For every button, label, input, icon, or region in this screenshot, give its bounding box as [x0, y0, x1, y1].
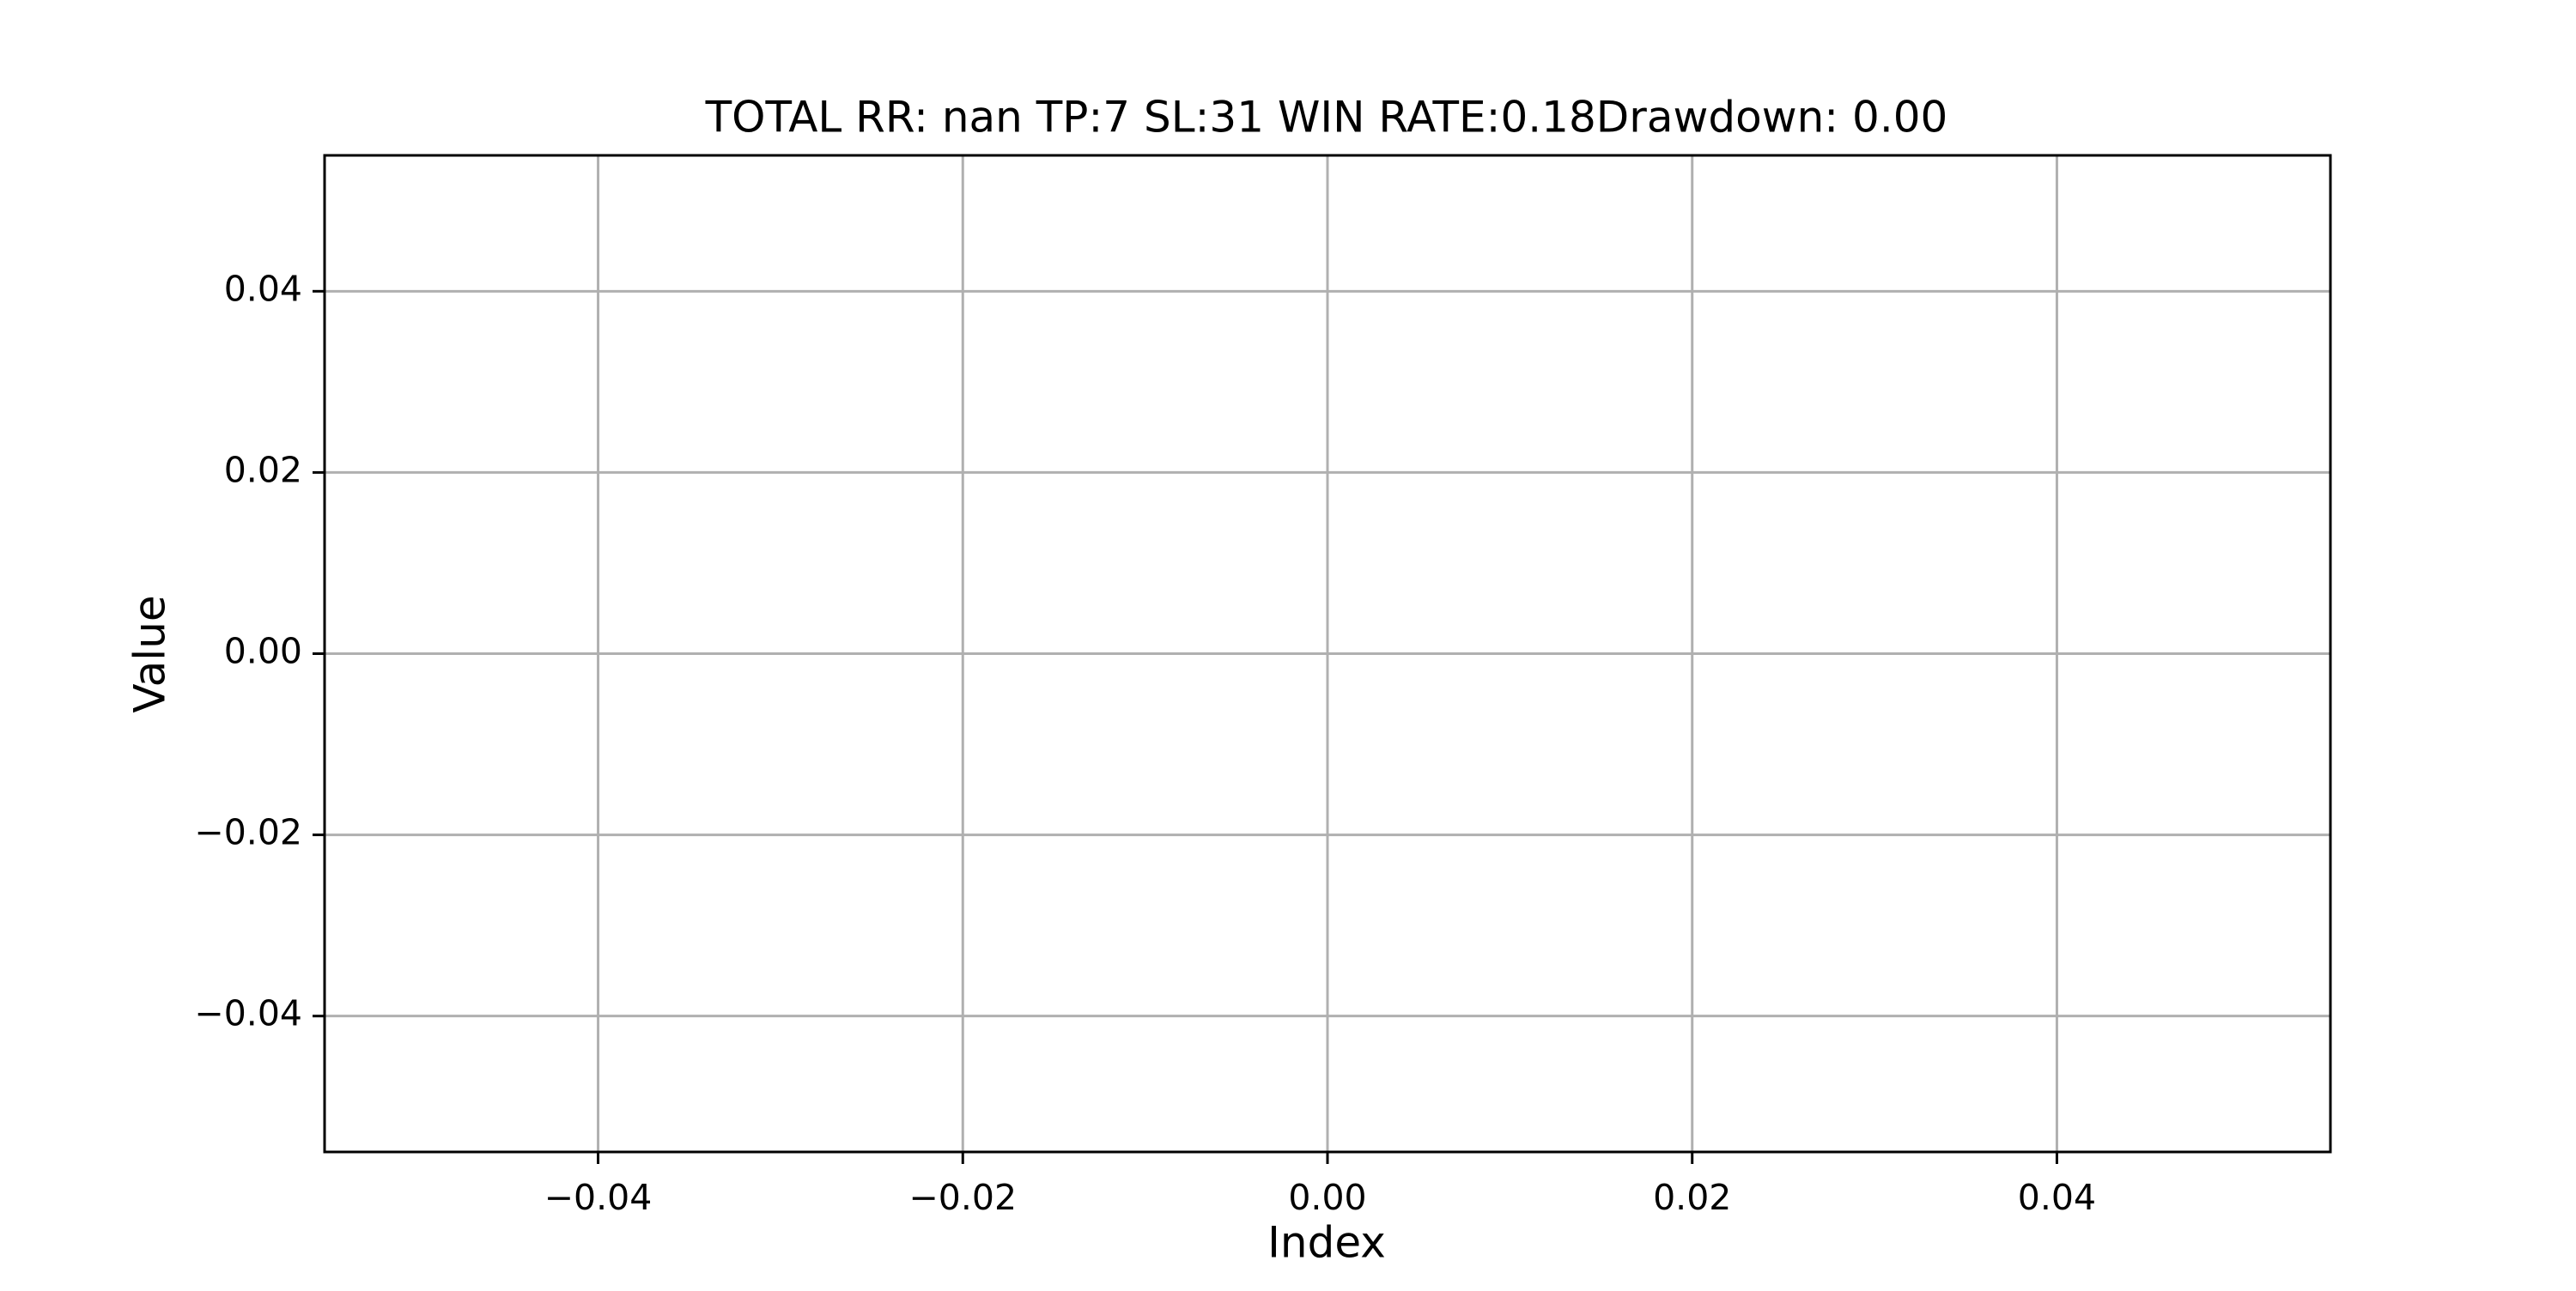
x-tick-label: −0.04: [544, 1177, 653, 1218]
grid-layer: [325, 155, 2330, 1152]
tick-layer: −0.04 −0.02 0.00 0.02 0.04 −0.04 −0.02 0.00 0.02…: [194, 268, 2096, 1218]
x-tick-label: 0.02: [1653, 1177, 1731, 1218]
x-tick-label: 0.04: [2018, 1177, 2096, 1218]
y-tick-label: 0.00: [224, 631, 302, 672]
x-tick-label: 0.00: [1288, 1177, 1366, 1218]
x-tick-label: −0.02: [908, 1177, 1017, 1218]
y-tick-label: 0.04: [224, 268, 302, 309]
y-tick-label: −0.02: [194, 812, 302, 853]
chart-title: TOTAL RR: nan TP:7 SL:31 WIN RATE:0.18Dr…: [705, 93, 1948, 142]
y-tick-label: 0.02: [224, 449, 302, 490]
y-tick-label: −0.04: [194, 993, 302, 1034]
x-axis-label: Index: [1267, 1218, 1386, 1268]
y-axis-label: Value: [125, 595, 175, 712]
